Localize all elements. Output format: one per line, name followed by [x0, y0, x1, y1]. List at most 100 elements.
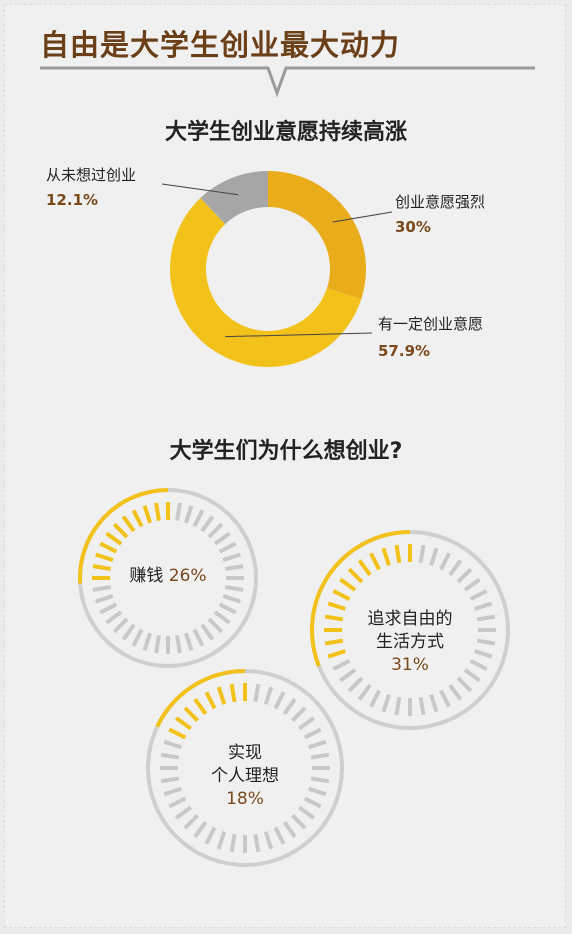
gauge-tick: [469, 589, 488, 601]
gauge-tick: [131, 509, 144, 528]
gauge-freedom: [310, 530, 510, 730]
gauge-tick: [112, 617, 129, 634]
gauge-tick: [273, 826, 286, 845]
gauge-tick: [282, 821, 297, 838]
gauge-tick: [163, 739, 182, 750]
gauge-text-freedom: 追求自由的 生活方式 31%: [335, 608, 485, 677]
gauge-label-freedom-1: 追求自由的: [367, 609, 453, 629]
gauge-tick: [308, 786, 327, 797]
gauge-tick: [160, 752, 180, 760]
gauge-tick: [463, 668, 481, 683]
gauge-tick: [142, 505, 152, 524]
gauge-tick: [213, 531, 231, 546]
gauge-tick: [290, 706, 307, 723]
gauge-tick: [168, 796, 187, 809]
gauge-label-ideal-1: 实现: [228, 743, 262, 763]
gauge-text-money: 赚钱 26%: [93, 565, 243, 588]
gauge-progress-arc: [155, 669, 246, 728]
gauge-tick: [224, 585, 244, 592]
gauge-tick: [95, 594, 114, 604]
gauge-tick: [324, 638, 344, 646]
background-frame: [4, 4, 566, 928]
gauge-tick: [92, 564, 112, 571]
gauge-tick: [339, 577, 357, 592]
gauge-section-title: 大学生们为什么想创业?: [169, 439, 403, 464]
gauge-tick: [332, 589, 351, 601]
gauge-tick: [200, 515, 215, 533]
gauge-tick: [175, 502, 182, 522]
gauge-tick: [224, 564, 244, 571]
gauge-money: [78, 488, 258, 668]
donut-slice-never: [200, 171, 268, 225]
gauge-tick: [381, 547, 391, 566]
gauge-tick: [183, 813, 200, 830]
gauge-tick: [476, 614, 496, 622]
gauge-tick: [327, 649, 346, 659]
slice-value-strong: 30%: [395, 218, 431, 236]
gauge-tick: [207, 617, 224, 634]
gauge-ideal: [146, 669, 344, 867]
gauge-tick: [121, 623, 136, 641]
gauge-tick: [193, 698, 208, 715]
gauge-tick: [324, 614, 344, 622]
gauge-tick: [142, 632, 152, 651]
gauge-tick: [456, 567, 473, 584]
slice-label-some: 有一定创业意愿: [378, 315, 484, 333]
gauge-value-ideal: 18%: [226, 789, 264, 809]
gauge-tick: [474, 601, 493, 611]
gauge-tick: [95, 552, 114, 562]
gauge-tick: [418, 544, 426, 564]
gauge-tick: [456, 676, 473, 693]
slice-value-never: 12.1%: [46, 191, 99, 209]
gauge-tick: [418, 696, 426, 716]
gauge-tick: [463, 577, 481, 592]
gauge-tick: [175, 634, 182, 654]
gauge-tick: [303, 727, 322, 740]
gauge-tick: [327, 601, 346, 611]
gauge-tick: [357, 559, 372, 577]
gauge-tick: [298, 716, 315, 731]
gauge-tick: [339, 668, 357, 683]
gauge-label-ideal-2: 个人理想: [211, 766, 279, 786]
gauge-tick: [183, 706, 200, 723]
gauge-tick: [290, 813, 307, 830]
leader-line-never: [161, 183, 239, 196]
gauge-tick: [448, 559, 463, 577]
gauge-tick: [92, 585, 112, 592]
gauge-tick: [439, 552, 451, 571]
gauge-tick: [476, 638, 496, 646]
slice-label-strong: 创业意愿强烈: [395, 193, 486, 211]
gauge-tick: [163, 786, 182, 797]
gauge-tick: [154, 634, 161, 654]
leader-line-strong: [332, 211, 393, 223]
slice-label-never: 从未想过创业: [46, 166, 137, 184]
gauge-tick: [253, 833, 261, 853]
gauge-tick: [218, 602, 237, 615]
gauge-progress-arc: [310, 530, 411, 667]
gauge-tick: [175, 805, 192, 820]
gauge-tick: [474, 649, 493, 659]
slice-value-some: 57.9%: [378, 342, 431, 360]
gauge-tick: [347, 676, 364, 693]
gauge-value-freedom: 31%: [391, 655, 429, 675]
gauge-tick: [192, 509, 205, 528]
gauge-tick: [105, 531, 123, 546]
gauge-tick: [192, 628, 205, 647]
gauge-tick: [222, 552, 241, 562]
gauge-tick: [200, 623, 215, 641]
gauge-tick: [369, 552, 381, 571]
gauge-tick: [216, 831, 227, 850]
gauge-value-money: 26%: [168, 566, 207, 586]
gauge-tick: [308, 739, 327, 750]
gauge-tick: [263, 686, 274, 705]
gauge-tick: [184, 632, 194, 651]
page-title: 自由是大学生创业最大动力: [40, 28, 401, 62]
gauge-label-freedom-2: 生活方式: [376, 632, 444, 652]
gauge-tick: [168, 727, 187, 740]
gauge-tick: [154, 502, 161, 522]
gauge-tick: [253, 683, 261, 703]
divider-line: [40, 66, 535, 98]
gauge-tick: [213, 610, 231, 625]
